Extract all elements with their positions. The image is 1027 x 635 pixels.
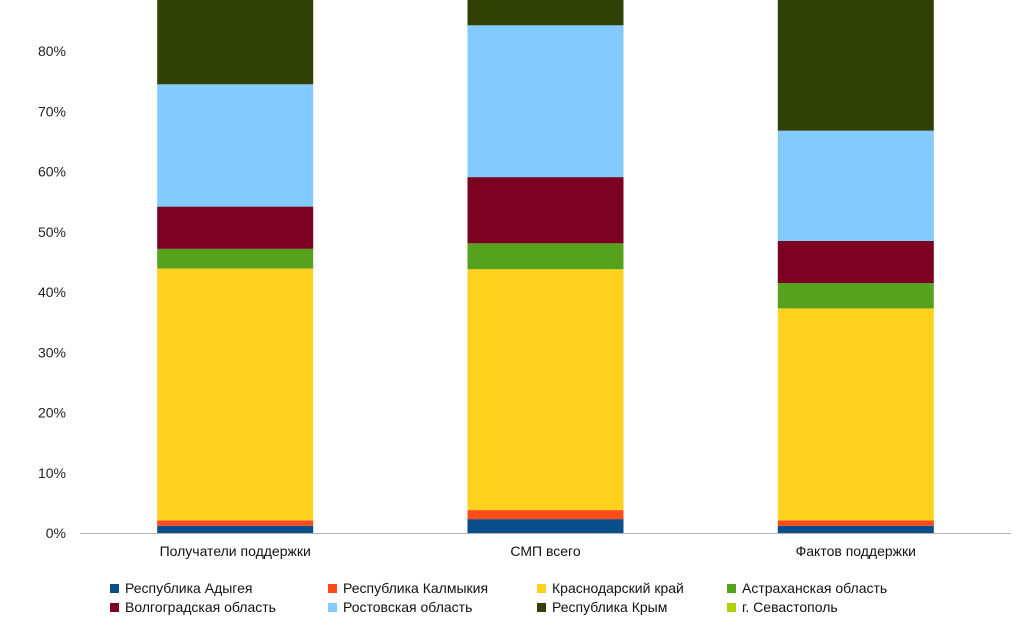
legend-swatch <box>727 584 736 593</box>
legend-swatch <box>727 603 736 612</box>
bar-segment <box>777 240 934 284</box>
y-tick-label: 50% <box>38 224 66 240</box>
y-tick-label: 80% <box>38 43 66 59</box>
legend-label: Волгоградская область <box>125 599 276 615</box>
bars <box>157 0 934 533</box>
bar-segment <box>467 519 624 533</box>
legend-label: Республика Адыгея <box>125 580 252 596</box>
y-axis: 0% 10% 20% 30% 40% 50% 60% 70% 80% <box>38 43 66 541</box>
legend-label: г. Севастополь <box>742 599 838 615</box>
legend-swatch <box>110 584 119 593</box>
bar-segment <box>467 25 624 178</box>
bar-segment <box>777 0 934 131</box>
x-axis-labels: Получатели поддержки СМП всего Фактов подд… <box>160 543 916 559</box>
legend-label: Республика Крым <box>552 599 667 615</box>
bar-segment <box>777 520 934 526</box>
bar-segment <box>777 130 934 241</box>
bar-segment <box>157 525 314 533</box>
legend-label: Астраханская область <box>742 580 887 596</box>
bar-segment <box>467 510 624 520</box>
bar-segment <box>157 0 314 85</box>
bar-segment <box>777 308 934 521</box>
legend-label: Ростовская область <box>343 599 472 615</box>
x-category-label: Фактов поддержки <box>796 543 916 559</box>
bar-segment <box>777 525 934 533</box>
bar-segment <box>467 0 624 26</box>
legend-swatch <box>537 584 546 593</box>
bar-segment <box>157 520 314 526</box>
legend-label: Республика Калмыкия <box>343 580 488 596</box>
x-category-label: Получатели поддержки <box>160 543 311 559</box>
bar-segment <box>157 206 314 249</box>
y-tick-label: 20% <box>38 405 66 421</box>
legend-label: Краснодарский край <box>552 580 684 596</box>
bar-segment <box>157 248 314 269</box>
legend-swatch <box>328 584 337 593</box>
y-tick-label: 0% <box>46 525 66 541</box>
bar-segment <box>777 283 934 309</box>
x-category-label: СМП всего <box>510 543 580 559</box>
legend: Республика Адыгея Республика Калмыкия Крас… <box>110 580 887 615</box>
legend-swatch <box>537 603 546 612</box>
bar-segment <box>467 243 624 270</box>
y-tick-label: 40% <box>38 284 66 300</box>
bar-segment <box>467 269 624 511</box>
bar-segment <box>467 177 624 244</box>
y-tick-label: 60% <box>38 164 66 180</box>
y-tick-label: 10% <box>38 465 66 481</box>
legend-swatch <box>328 603 337 612</box>
bar-segment <box>157 268 314 521</box>
y-tick-label: 70% <box>38 103 66 119</box>
y-tick-label: 30% <box>38 344 66 360</box>
bar-segment <box>157 84 314 207</box>
legend-swatch <box>110 603 119 612</box>
